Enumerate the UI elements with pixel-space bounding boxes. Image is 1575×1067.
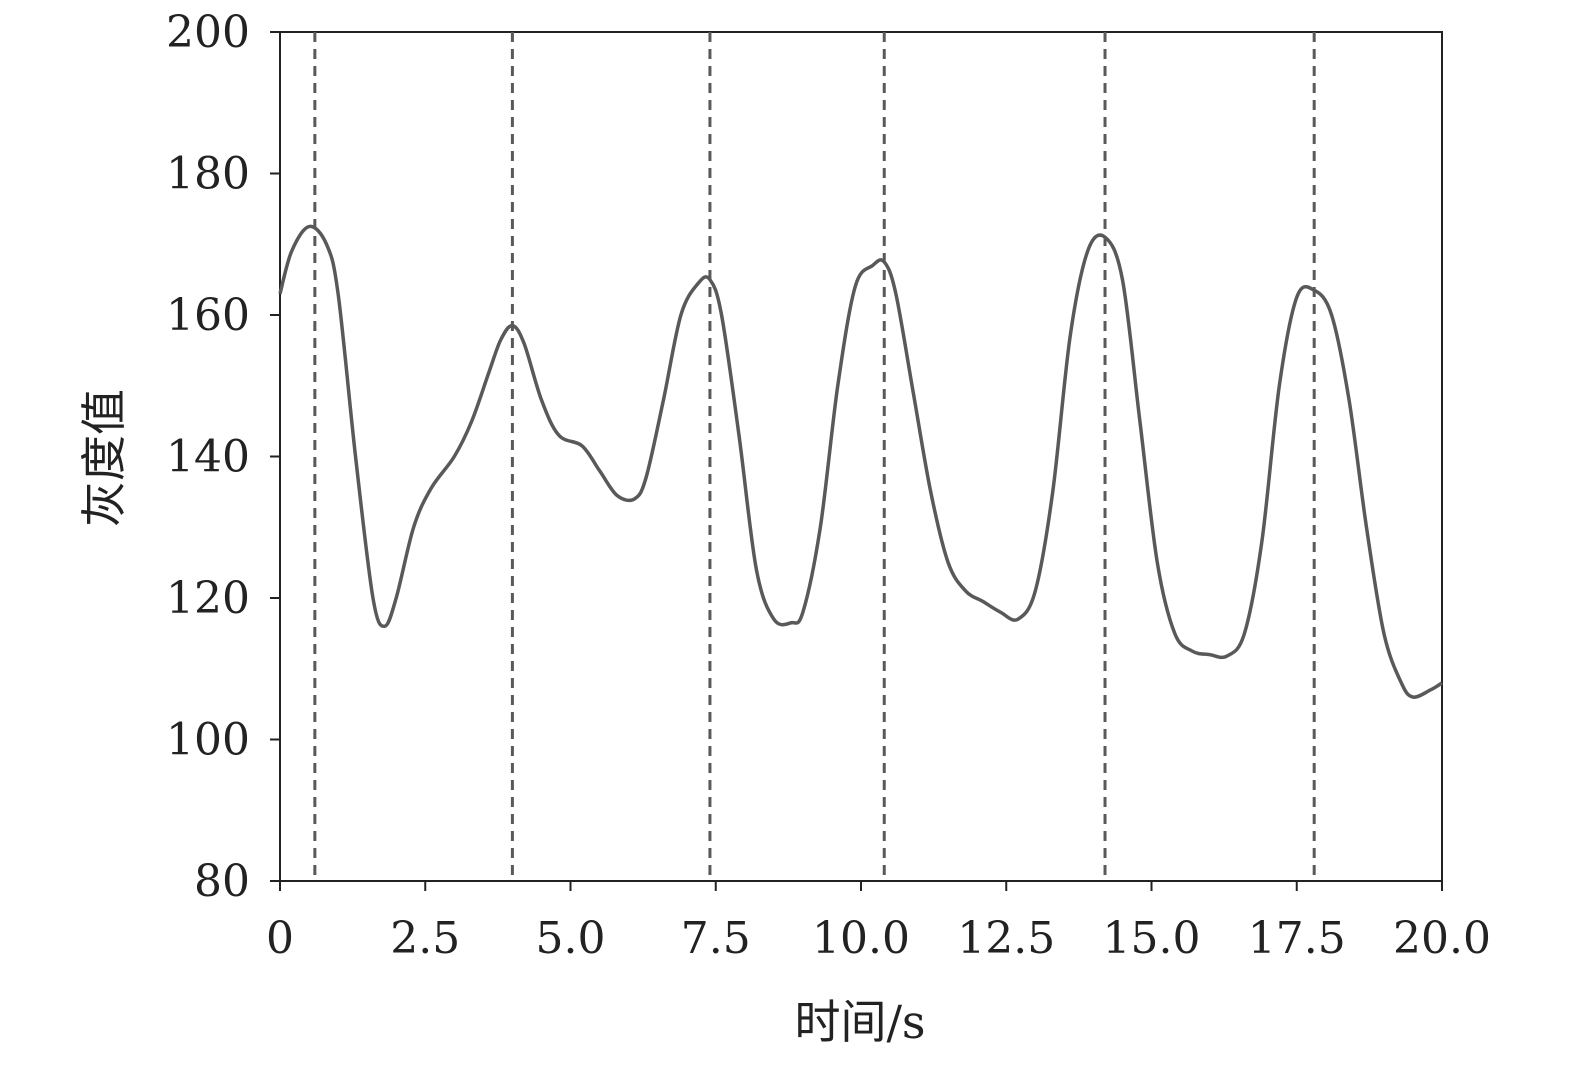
x-tick-label: 5.0 xyxy=(536,913,606,964)
plot-area: 80 100 120 140 160 180 200 0 2.5 5.0 7.5 10.0 12.5 15… xyxy=(166,7,1491,964)
x-tick-label: 17.5 xyxy=(1248,913,1346,964)
y-tick-label: 140 xyxy=(166,432,250,483)
x-tick-label: 15.0 xyxy=(1103,913,1201,964)
y-tick-label: 180 xyxy=(166,149,250,200)
x-tick-label: 0 xyxy=(266,913,294,964)
y-tick-label: 120 xyxy=(166,573,250,624)
x-tick-label: 10.0 xyxy=(812,913,910,964)
y-tick-label: 160 xyxy=(166,290,250,341)
x-tick-label: 20.0 xyxy=(1393,913,1491,964)
x-tick-label: 12.5 xyxy=(957,913,1055,964)
x-tick-label: 7.5 xyxy=(681,913,751,964)
y-tick-label: 200 xyxy=(166,7,250,58)
grayscale-series-line xyxy=(278,224,1443,699)
x-axis-label: 时间/s xyxy=(794,995,925,1049)
x-tick-label: 2.5 xyxy=(390,913,460,964)
y-tick-label: 80 xyxy=(194,856,250,907)
y-tick-label: 100 xyxy=(166,715,250,766)
y-axis-label: 灰度值 xyxy=(77,389,131,527)
